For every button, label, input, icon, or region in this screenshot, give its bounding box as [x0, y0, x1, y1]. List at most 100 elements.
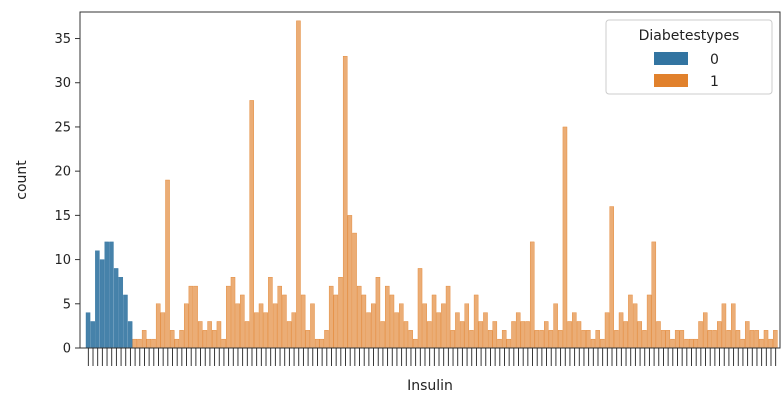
bar-series-1 [483, 312, 488, 349]
bar-series-1 [356, 285, 362, 349]
legend-entries: 01 [654, 52, 719, 90]
bar-series-1 [492, 321, 498, 349]
bar-series-1 [436, 312, 441, 349]
bar-series-1 [422, 303, 427, 349]
bar-series-1 [282, 294, 287, 349]
bar-series-1 [132, 338, 138, 349]
bar-series-1 [501, 330, 507, 349]
y-axis: 0 5 10 15 20 25 30 35 [54, 32, 80, 357]
bar-series-1 [581, 330, 586, 349]
bar-series-1 [221, 338, 226, 349]
bar-series-1 [310, 303, 315, 349]
y-tick-label: 25 [54, 120, 71, 135]
bar-series-1 [347, 215, 353, 349]
bar-series-1 [212, 330, 217, 349]
bar-series-1 [721, 303, 727, 349]
bar-series-1 [595, 330, 600, 349]
bar-series-1 [740, 338, 745, 349]
bar-series-1 [328, 285, 334, 349]
bar-series-1 [642, 330, 647, 349]
x-axis-ticks [87, 348, 777, 366]
bar-series-1 [726, 330, 731, 349]
bar-series-1 [366, 312, 371, 349]
bar-series-0 [113, 268, 119, 349]
legend-title: Diabetestypes [639, 28, 740, 44]
bar-series-1 [665, 330, 671, 349]
bar-series-1 [749, 330, 755, 349]
bar-series-1 [487, 330, 493, 349]
bar-series-1 [427, 321, 432, 349]
bar-series-1 [646, 294, 652, 349]
bar-series-1 [567, 321, 572, 349]
bar-series-1 [478, 321, 484, 349]
bar-series-1 [600, 338, 605, 349]
bar-series-1 [338, 277, 343, 349]
legend: Diabetestypes 01 [605, 19, 773, 95]
bar-series-1 [380, 321, 385, 349]
bar-series-1 [188, 285, 194, 349]
bar-series-1 [174, 338, 180, 349]
legend-label: 1 [710, 74, 719, 90]
bar-series-1 [202, 330, 208, 349]
bar-series-0 [95, 250, 100, 349]
bar-series-1 [670, 338, 675, 349]
bar-series-1 [230, 277, 236, 349]
bar-series-1 [268, 277, 273, 349]
y-tick-label: 15 [54, 209, 71, 224]
bar-series-1 [693, 338, 699, 349]
bar-series-1 [389, 294, 395, 349]
bar-series-1 [754, 330, 759, 349]
bar-series-1 [590, 338, 596, 349]
bar-series-1 [745, 321, 750, 349]
legend-label: 0 [710, 52, 719, 68]
bar-series-1 [137, 338, 142, 349]
bar-series-1 [371, 303, 376, 349]
bar-series-1 [216, 321, 222, 349]
bar-series-1 [385, 285, 390, 349]
bar-series-1 [464, 303, 470, 349]
bar-series-1 [258, 303, 264, 349]
y-axis-label: count [14, 160, 30, 200]
bar-series-1 [431, 294, 437, 349]
bar-series-1 [413, 338, 418, 349]
bar-series-0 [109, 241, 114, 349]
x-axis-label: Insulin [407, 378, 453, 394]
bar-series-1 [539, 330, 544, 349]
bar-series-1 [291, 312, 297, 349]
bar-series-1 [183, 303, 189, 349]
bar-series-1 [609, 206, 614, 349]
bar-series-0 [104, 241, 109, 349]
bar-series-1 [735, 330, 741, 349]
bar-series-1 [459, 321, 465, 349]
bar-series-1 [319, 338, 325, 349]
bar-series-1 [773, 330, 778, 349]
bar-series-1 [207, 321, 212, 349]
bar-series-1 [240, 294, 245, 349]
bar-series-1 [618, 312, 624, 349]
y-tick-label: 5 [63, 297, 71, 312]
bar-series-1 [688, 338, 694, 349]
bar-series-0 [123, 294, 128, 349]
bar-series-1 [160, 312, 166, 349]
bar-series-1 [226, 285, 231, 349]
bar-series-1 [286, 321, 292, 349]
bar-series-1 [712, 330, 717, 349]
bar-series-1 [562, 126, 568, 349]
bar-series-1 [254, 312, 259, 349]
y-tick-label: 0 [63, 342, 71, 357]
bar-series-1 [628, 294, 633, 349]
bar-series-1 [698, 321, 703, 349]
bar-series-1 [511, 321, 516, 349]
y-tick-label: 30 [54, 76, 71, 91]
bar-series-1 [441, 303, 446, 349]
bar-series-1 [333, 294, 339, 349]
bar-series-1 [141, 330, 147, 349]
bar-series-1 [656, 321, 661, 349]
y-tick-label: 35 [54, 32, 71, 47]
bar-series-1 [296, 20, 301, 349]
bar-series-1 [305, 330, 311, 349]
legend-swatch [654, 74, 688, 87]
bar-series-1 [702, 312, 708, 349]
bar-series-1 [679, 330, 685, 349]
bar-series-1 [768, 338, 773, 349]
